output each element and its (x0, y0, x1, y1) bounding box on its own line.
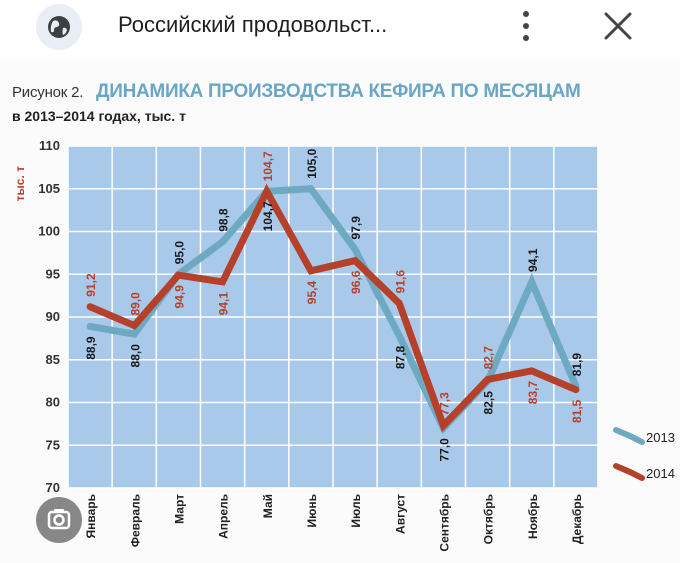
data-label-2014: 91,6 (393, 270, 407, 294)
x-tick-label: Февраль (128, 494, 142, 547)
more-vert-icon[interactable] (512, 6, 540, 46)
data-label-2014: 89,0 (128, 292, 142, 316)
legend-label-2014: 2014 (646, 466, 675, 481)
y-tick-label: 100 (38, 224, 60, 239)
data-point-2014 (484, 376, 491, 383)
data-label-2013: 98,8 (217, 208, 231, 232)
data-label-2014: 95,4 (305, 281, 319, 305)
y-tick-label: 110 (39, 138, 60, 153)
data-point-2014 (219, 278, 226, 285)
x-tick-label: Август (393, 494, 407, 534)
data-label-2014: 94,1 (217, 292, 231, 316)
y-tick-label: 70 (46, 480, 60, 495)
chart-figure: Рисунок 2. ДИНАМИКА ПРОИЗВОДСТВА КЕФИРА … (0, 58, 680, 563)
data-label-2014: 91,2 (84, 273, 98, 297)
x-tick-label: Октябрь (482, 494, 496, 544)
data-point-2013 (219, 238, 226, 245)
x-tick-label: Июнь (305, 494, 319, 528)
data-point-2014 (263, 188, 270, 195)
data-point-2014 (307, 267, 314, 274)
data-point-2014 (87, 303, 94, 310)
data-point-2014 (440, 422, 447, 429)
data-point-2014 (528, 367, 535, 374)
globe-icon[interactable] (36, 4, 82, 50)
x-tick-label: Ноябрь (526, 494, 540, 539)
top-bar: Российский продовольст... (0, 0, 680, 58)
page-title: Российский продовольст... (118, 12, 388, 37)
y-tick-label: 75 (46, 437, 60, 452)
y-tick-label: 90 (46, 309, 60, 324)
y-axis-label: тыс. т (13, 166, 27, 201)
x-tick-label: Июль (349, 494, 363, 528)
data-label-2014: 77,3 (437, 392, 451, 416)
close-icon[interactable] (600, 8, 636, 44)
data-label-2013: 104,7 (261, 201, 275, 231)
data-label-2014: 81,5 (570, 399, 584, 423)
data-point-2013 (87, 323, 94, 330)
x-tick-label: Май (261, 494, 275, 518)
data-label-2013: 77,0 (437, 438, 451, 462)
x-tick-label: Сентябрь (437, 494, 451, 552)
data-label-2013: 81,9 (570, 353, 584, 377)
y-tick-label: 85 (46, 352, 60, 367)
data-point-2013 (528, 278, 535, 285)
data-point-2014 (175, 272, 182, 279)
data-point-2013 (307, 185, 314, 192)
y-tick-label: 105 (38, 181, 60, 196)
data-label-2013: 94,1 (526, 248, 540, 272)
data-label-2013: 88,9 (84, 336, 98, 360)
data-label-2014: 83,7 (526, 381, 540, 405)
data-label-2013: 97,9 (349, 216, 363, 240)
series-line-2014 (86, 183, 580, 433)
lens-icon[interactable] (36, 497, 82, 543)
data-label-2014: 94,9 (172, 285, 186, 309)
x-tick-label: Апрель (217, 494, 231, 539)
data-point-2014 (131, 322, 138, 329)
data-point-2013 (396, 332, 403, 339)
data-label-2014: 82,7 (482, 346, 496, 370)
data-label-2013: 95,0 (172, 241, 186, 265)
x-tick-label: Декабрь (570, 494, 584, 544)
data-point-2013 (352, 246, 359, 253)
legend-label-2013: 2013 (646, 430, 675, 445)
data-point-2014 (352, 257, 359, 264)
figure-label: Рисунок 2. (12, 84, 84, 101)
legend-swatch-2013 (613, 427, 645, 445)
data-point-2013 (131, 331, 138, 338)
data-point-2014 (572, 386, 579, 393)
data-point-2014 (396, 300, 403, 307)
chart-subtitle: в 2013–2014 годах, тыс. т (12, 108, 186, 124)
data-label-2014: 104,7 (261, 151, 275, 181)
x-tick-label: Март (172, 494, 186, 524)
data-label-2013: 88,0 (128, 344, 142, 368)
x-tick-label: Январь (84, 494, 98, 538)
y-tick-label: 95 (46, 266, 60, 281)
line-chart: 70 75 80 85 90 95 100 105 110 тыс. т Январь Февраль… (13, 138, 675, 552)
data-label-2014: 96,6 (349, 270, 363, 294)
data-label-2013: 105,0 (305, 148, 319, 178)
y-tick-label: 80 (46, 395, 60, 410)
chart-title: ДИНАМИКА ПРОИЗВОДСТВА КЕФИРА ПО МЕСЯЦАМ (96, 81, 581, 102)
data-label-2013: 82,5 (482, 391, 496, 415)
data-label-2013: 87,8 (393, 345, 407, 369)
legend-swatch-2014 (613, 463, 645, 481)
